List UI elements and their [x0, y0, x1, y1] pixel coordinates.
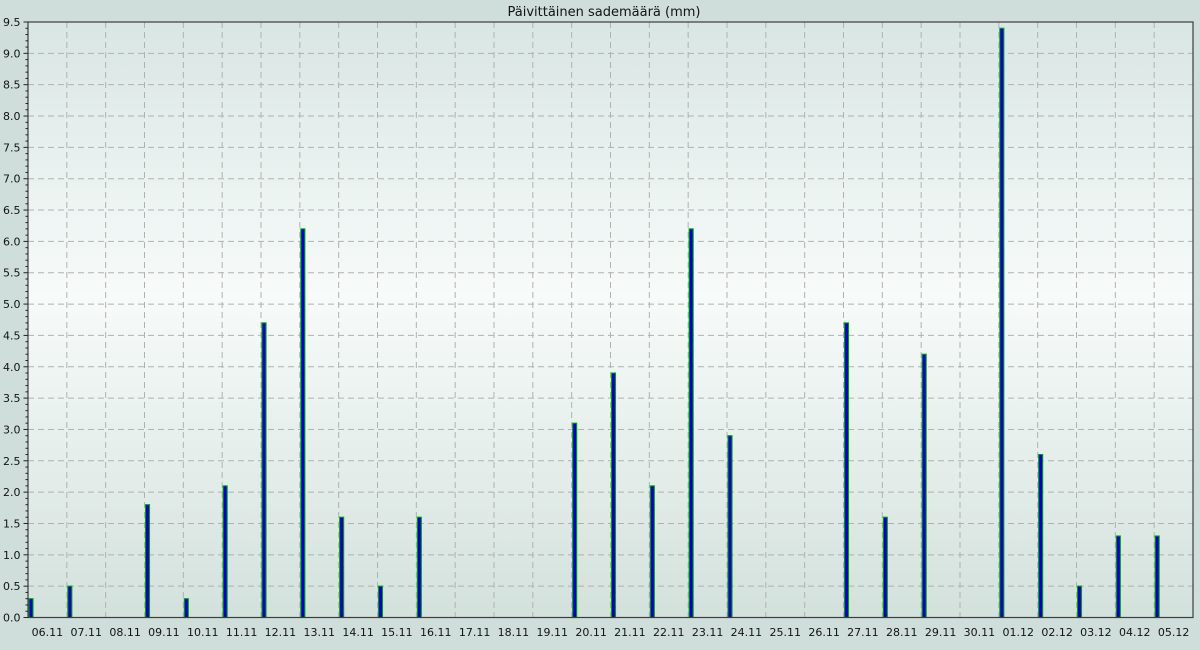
bar-21.11 — [610, 372, 617, 619]
plot-border — [27, 21, 1194, 619]
y-tick-label: 2.0 — [3, 486, 21, 499]
x-tick-label: 28.11 — [886, 626, 918, 639]
x-tick-label: 03.12 — [1080, 626, 1112, 639]
x-tick-label: 09.11 — [148, 626, 180, 639]
x-tick-label: 19.11 — [537, 626, 569, 639]
y-tick-label: 9.0 — [3, 47, 21, 60]
bar-27.11 — [843, 322, 850, 619]
x-tick-label: 14.11 — [342, 626, 374, 639]
bar-29.11 — [921, 353, 927, 619]
x-tick-label: 12.11 — [265, 626, 297, 639]
x-tick-label: 17.11 — [459, 626, 491, 639]
y-tick-label: 8.0 — [3, 110, 21, 123]
y-tick-label: 0.5 — [3, 580, 21, 593]
bar-10.11 — [183, 598, 189, 619]
x-tick-label: 30.11 — [964, 626, 996, 639]
bar-16.11 — [416, 516, 422, 619]
grid-layer — [28, 22, 1193, 618]
bar-05.12 — [1154, 535, 1160, 619]
x-tick-label: 25.11 — [770, 626, 802, 639]
bar-28.11 — [882, 516, 888, 619]
x-tick-label: 08.11 — [109, 626, 141, 639]
y-tick-label: 0.0 — [3, 612, 21, 625]
y-tick-label: 8.5 — [3, 79, 21, 92]
y-tick-label: 1.5 — [3, 517, 21, 530]
y-tick-label: 7.5 — [3, 141, 21, 154]
bar-11.11 — [222, 485, 228, 619]
x-tick-label: 18.11 — [498, 626, 530, 639]
bar-14.11 — [339, 516, 345, 619]
plot-area — [28, 22, 1193, 618]
x-tick-label: 26.11 — [808, 626, 840, 639]
bar-23.11 — [688, 228, 694, 619]
x-tick-label: 27.11 — [847, 626, 879, 639]
y-tick-label: 7.0 — [3, 173, 21, 186]
y-tick-label: 5.0 — [3, 298, 21, 311]
x-tick-label: 24.11 — [731, 626, 763, 639]
tick-layer — [23, 21, 28, 618]
bar-24.11 — [727, 435, 733, 619]
bar-01.12 — [999, 27, 1005, 619]
x-tick-label: 16.11 — [420, 626, 452, 639]
y-tick-label: 1.0 — [3, 549, 21, 562]
y-tick-label: 4.5 — [3, 329, 21, 342]
y-tick-label: 4.0 — [3, 361, 21, 374]
x-tick-label: 29.11 — [925, 626, 957, 639]
y-tick-label: 3.0 — [3, 423, 21, 436]
y-tick-label: 3.5 — [3, 392, 21, 405]
label-layer: 0.0 0.5 1.0 1.5 2.0 2.5 3.0 3.5 4.0 4.5 5.0 5.5 6.0 6… — [3, 16, 1189, 639]
x-tick-label: 15.11 — [381, 626, 413, 639]
x-tick-label: 01.12 — [1003, 626, 1035, 639]
x-tick-label: 20.11 — [575, 626, 607, 639]
y-tick-label: 6.0 — [3, 235, 21, 248]
x-tick-label: 04.12 — [1119, 626, 1151, 639]
bar-15.11 — [377, 585, 384, 619]
x-tick-label: 21.11 — [614, 626, 646, 639]
x-tick-label: 06.11 — [32, 626, 64, 639]
bar-03.12 — [1076, 585, 1083, 619]
y-tick-label: 9.5 — [3, 16, 21, 29]
chart-title: Päivittäinen sademäärä (mm) — [507, 5, 700, 20]
bar-20.11 — [572, 422, 578, 619]
x-tick-label: 07.11 — [71, 626, 103, 639]
bar-07.11 — [67, 585, 73, 619]
x-tick-label: 23.11 — [692, 626, 724, 639]
bar-13.11 — [300, 228, 306, 619]
x-tick-label: 22.11 — [653, 626, 685, 639]
y-tick-label: 6.5 — [3, 204, 21, 217]
x-tick-label: 05.12 — [1158, 626, 1190, 639]
bar-22.11 — [649, 485, 655, 619]
y-tick-label: 5.5 — [3, 267, 21, 280]
x-tick-label: 02.12 — [1041, 626, 1073, 639]
bar-02.12 — [1038, 453, 1044, 619]
bar-09.11 — [144, 504, 151, 619]
x-tick-label: 13.11 — [304, 626, 336, 639]
bar-04.12 — [1115, 535, 1121, 619]
y-tick-label: 2.5 — [3, 455, 21, 468]
x-tick-label: 11.11 — [226, 626, 258, 639]
bar-12.11 — [261, 322, 267, 619]
x-tick-label: 10.11 — [187, 626, 219, 639]
bar-06.11 — [28, 598, 34, 619]
